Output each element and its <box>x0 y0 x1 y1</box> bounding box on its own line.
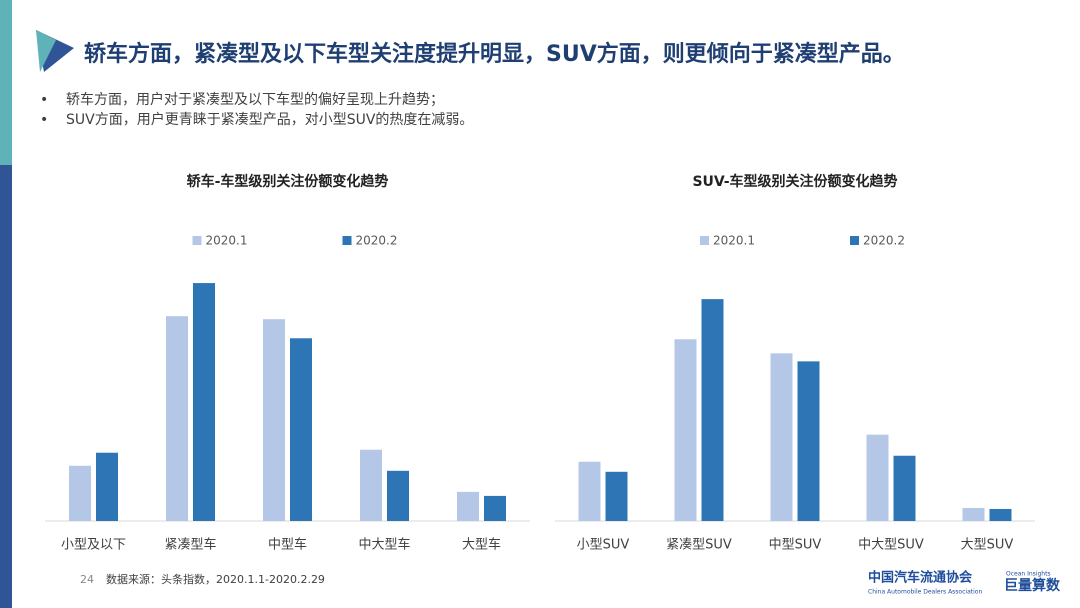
x-tick-label: 小型及以下 <box>61 538 126 553</box>
logo2: 巨量算数 <box>1004 577 1061 594</box>
legend-swatch <box>700 236 709 245</box>
logo-mark-light <box>36 30 56 72</box>
chart-title: SUV-车型级别关注份额变化趋势 <box>692 173 897 190</box>
legend-swatch <box>850 236 859 245</box>
bar <box>893 455 916 521</box>
logo1-en: China Automobile Dealers Association <box>868 589 982 596</box>
bullet-dot: • <box>40 92 48 108</box>
side-strip-top <box>0 0 12 165</box>
bar <box>457 491 479 521</box>
logo1: 中国汽车流通协会 <box>868 570 973 586</box>
legend-swatch <box>342 236 352 245</box>
bar <box>797 361 820 521</box>
bullet: 轿车方面，用户对于紧凑型及以下车型的偏好呈现上升趋势； <box>66 91 444 108</box>
bar <box>989 508 1012 521</box>
x-tick-label: 大型车 <box>462 537 501 553</box>
legend-label: 2020.1 <box>713 234 755 248</box>
legend-label: 2020.2 <box>863 234 905 248</box>
source: 数据来源：头条指数，2020.1.1-2020.2.29 <box>106 572 325 586</box>
bar <box>193 283 215 521</box>
bar <box>360 449 382 521</box>
legend-label: 2020.2 <box>356 234 398 248</box>
bar <box>263 319 285 521</box>
bar <box>166 316 188 521</box>
bar <box>290 338 312 521</box>
x-tick-label: 中大型车 <box>358 537 410 553</box>
legend-swatch <box>192 236 202 245</box>
x-tick-label: 中型车 <box>268 537 307 553</box>
x-tick-label: 紧凑型车 <box>164 537 216 553</box>
slide-title: 轿车方面，紧凑型及以下车型关注度提升明显，SUV方面，则更倾向于紧凑型产品。 <box>84 41 905 67</box>
bar <box>96 452 118 521</box>
chart-title: 轿车-车型级别关注份额变化趋势 <box>187 173 389 190</box>
side-strip <box>0 165 12 608</box>
bar <box>866 434 889 521</box>
legend-label: 2020.1 <box>206 234 248 248</box>
x-tick-label: 紧凑型SUV <box>666 538 732 553</box>
page-number: 24 <box>80 573 94 586</box>
logo2-en: Ocean Insights <box>1006 571 1051 578</box>
x-tick-label: 大型SUV <box>961 538 1014 553</box>
bar <box>69 465 91 521</box>
bar <box>962 507 985 521</box>
x-tick-label: 中大型SUV <box>858 538 924 553</box>
x-tick-label: 小型SUV <box>577 538 630 553</box>
bar <box>674 339 697 521</box>
bar <box>701 299 724 521</box>
bar <box>770 353 793 521</box>
x-tick-label: 中型SUV <box>769 538 822 553</box>
bullet-dot: • <box>40 112 48 128</box>
bar <box>387 470 409 521</box>
bullet: SUV方面，用户更青睐于紧凑型产品，对小型SUV的热度在减弱。 <box>66 111 473 128</box>
bar <box>605 471 628 521</box>
bar <box>578 461 601 521</box>
bar <box>484 495 506 521</box>
